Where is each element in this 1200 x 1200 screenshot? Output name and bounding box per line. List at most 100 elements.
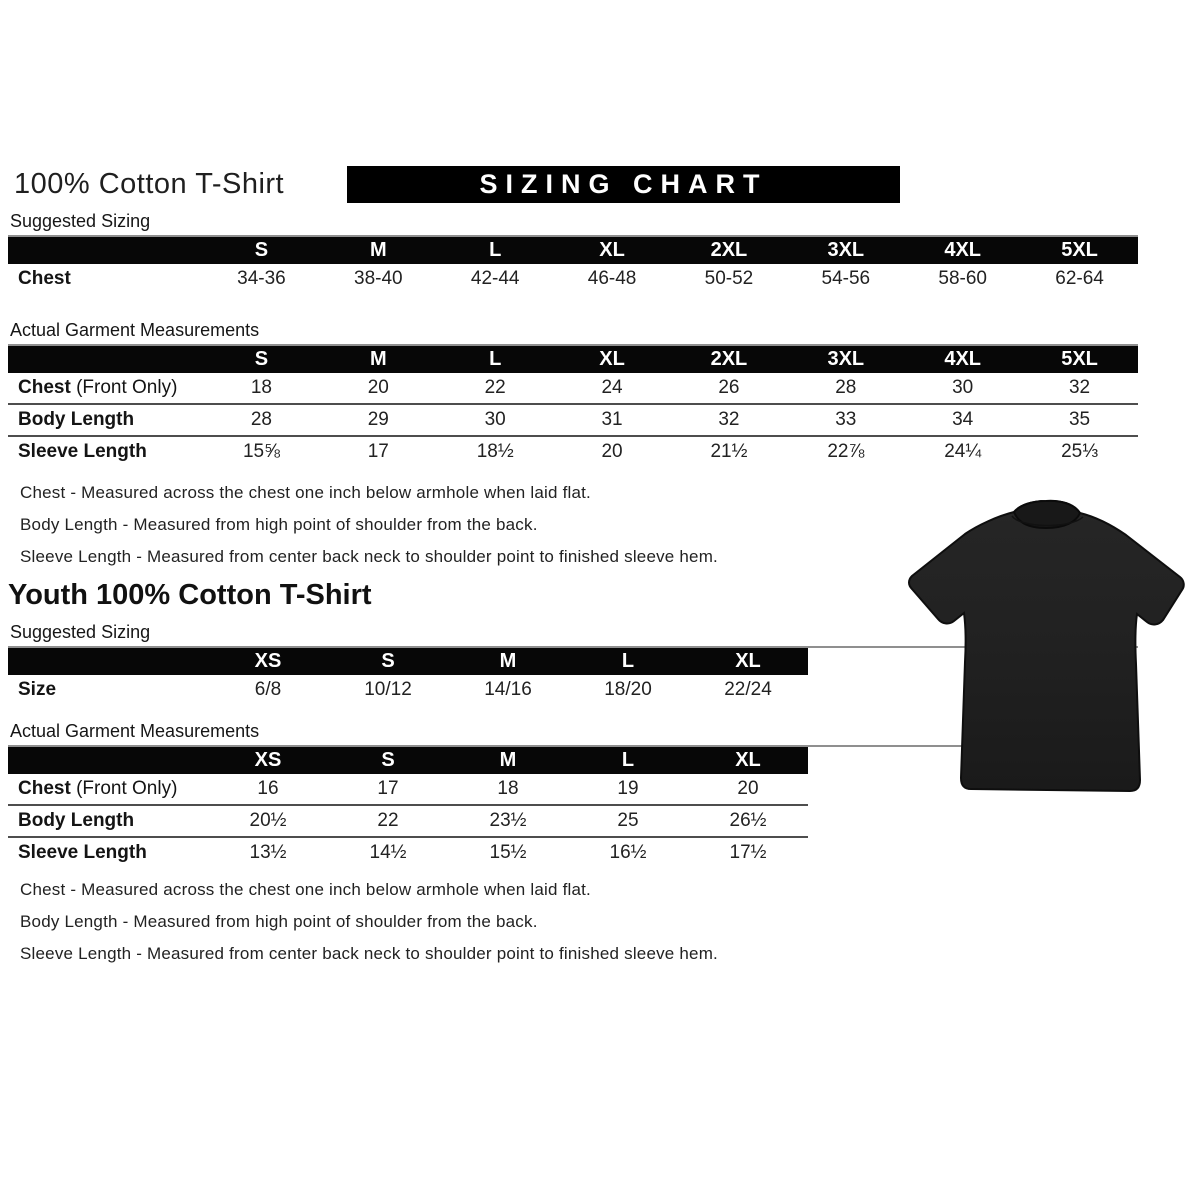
corner-cell — [8, 648, 208, 675]
cell: 25 — [568, 804, 688, 837]
cell: 26 — [718, 377, 740, 398]
youth-suggested-sizing-label: Suggested Sizing — [10, 622, 151, 642]
tshirt-collar-seam — [1011, 515, 1084, 527]
youth-actual-table-wrap: XS S M L XL Chest (Front Only) 16 17 18 … — [8, 745, 1138, 868]
cell: 46-48 — [587, 268, 637, 289]
size-header: L — [436, 237, 554, 264]
cell: 29 — [319, 403, 437, 436]
black-tshirt-image — [908, 499, 1185, 793]
size-header: XL — [553, 346, 671, 373]
cell: 20 — [553, 435, 671, 467]
size-header: S — [328, 747, 448, 774]
tshirt-collar — [1012, 499, 1082, 530]
table-row-sleeve-length: Sleeve Length 15⅝ 17 18½ 20 21½ 22⅞ 24¼ … — [8, 435, 1138, 467]
adult-measurement-notes: Chest - Measured across the chest one in… — [8, 483, 1138, 567]
cell: 16 — [257, 778, 279, 799]
cell: 15⅝ — [203, 435, 320, 467]
adult-suggested-sizing-table: S M L XL 2XL 3XL 4XL 5XL Chest 34-36 38- — [8, 237, 1138, 294]
note-body-length: Body Length - Measured from high point o… — [20, 912, 538, 931]
row-label-chest: Chest — [18, 268, 71, 289]
row-label-suffix: (Front Only) — [70, 377, 178, 398]
youth-actual-header-row: XS S M L XL — [8, 747, 808, 774]
size-header: M — [319, 346, 437, 373]
adult-actual-measurements-table: S M L XL 2XL 3XL 4XL 5XL Chest (Front On… — [8, 346, 1138, 467]
corner-cell — [8, 346, 203, 373]
cell: 62-64 — [1055, 268, 1104, 289]
table-row-body-length: Body Length 28 29 30 31 32 33 34 35 — [8, 403, 1138, 436]
note-chest: Chest - Measured across the chest one in… — [20, 880, 591, 899]
cell: 24¼ — [904, 435, 1022, 467]
cell: 32 — [1068, 377, 1091, 398]
cell: 19 — [617, 778, 639, 799]
cell: 32 — [670, 403, 788, 436]
cell: 30 — [952, 377, 974, 398]
row-label-chest-front-only: Chest (Front Only) — [8, 373, 203, 404]
row-label-main: Chest — [18, 377, 71, 398]
row-label-sleeve-length: Sleeve Length — [8, 836, 208, 868]
size-header: 4XL — [904, 237, 1022, 264]
cell: 10/12 — [364, 679, 412, 700]
cell: 20 — [367, 377, 389, 398]
adult-actual-table-wrap: S M L XL 2XL 3XL 4XL 5XL Chest (Front On… — [8, 344, 1138, 467]
size-header: XL — [688, 648, 808, 675]
cell: 28 — [203, 403, 320, 436]
cell: 33 — [787, 403, 905, 436]
youth-suggested-table-wrap: XS S M L XL Size 6/8 10/12 14/16 18/20 2 — [8, 646, 1138, 705]
size-header: M — [448, 648, 568, 675]
cell: 16½ — [568, 836, 688, 868]
size-header: XS — [208, 747, 328, 774]
table-row-chest: Chest (Front Only) 18 20 22 24 26 28 30 … — [8, 373, 1138, 404]
size-header: 2XL — [670, 346, 788, 373]
cell: 6/8 — [254, 679, 282, 700]
size-header: XL — [553, 237, 671, 264]
youth-actual-measurements-table: XS S M L XL Chest (Front Only) 16 17 18 … — [8, 747, 808, 868]
cell: 42-44 — [470, 268, 520, 289]
cell: 17½ — [688, 836, 808, 868]
youth-section-title: Youth 100% Cotton T-Shirt — [8, 579, 372, 611]
youth-suggested-sizing-table: XS S M L XL Size 6/8 10/12 14/16 18/20 2 — [8, 648, 808, 705]
header-row: 100% Cotton T-Shirt SIZING CHART — [8, 166, 1138, 203]
cell: 14/16 — [484, 679, 532, 700]
table-row: Chest 34-36 38-40 42-44 46-48 50-52 54-5… — [8, 264, 1138, 294]
content-area: 100% Cotton T-Shirt SIZING CHART Suggest… — [8, 166, 1138, 976]
cell: 38-40 — [354, 268, 403, 289]
cell: 58-60 — [938, 268, 987, 289]
size-header: S — [203, 346, 320, 373]
size-header: M — [448, 747, 568, 774]
size-header: 3XL — [787, 346, 905, 373]
size-header: S — [328, 648, 448, 675]
adult-section-title: 100% Cotton T-Shirt — [14, 168, 285, 200]
cell: 26½ — [688, 804, 808, 837]
cell: 35 — [1021, 403, 1138, 436]
adult-suggested-header-row: S M L XL 2XL 3XL 4XL 5XL — [8, 237, 1138, 264]
size-header: L — [568, 747, 688, 774]
cell: 22 — [328, 804, 448, 837]
cell: 21½ — [670, 435, 788, 467]
size-header: 2XL — [670, 237, 788, 264]
table-row-body-length: Body Length 20½ 22 23½ 25 26½ — [8, 804, 808, 837]
cell: 13½ — [208, 836, 328, 868]
cell: 50-52 — [704, 268, 754, 289]
cell: 23½ — [448, 804, 568, 837]
cell: 15½ — [448, 836, 568, 868]
size-header: 3XL — [787, 237, 905, 264]
youth-actual-measurements-label: Actual Garment Measurements — [10, 721, 260, 741]
corner-cell — [8, 237, 203, 264]
row-label-body-length: Body Length — [8, 403, 203, 436]
row-label-chest-front-only: Chest (Front Only) — [8, 774, 208, 805]
cell: 25⅓ — [1021, 435, 1138, 467]
size-header: 5XL — [1021, 237, 1138, 264]
note-body-length: Body Length - Measured from high point o… — [20, 515, 538, 534]
size-header: 5XL — [1021, 346, 1138, 373]
cell: 30 — [436, 403, 554, 436]
size-header: L — [568, 648, 688, 675]
row-label-sleeve-length: Sleeve Length — [8, 435, 203, 467]
note-chest: Chest - Measured across the chest one in… — [20, 483, 591, 502]
cell: 17 — [377, 778, 399, 799]
adult-suggested-sizing-label: Suggested Sizing — [10, 211, 151, 231]
corner-cell — [8, 747, 208, 774]
tshirt-body — [908, 499, 1185, 793]
cell: 22⅞ — [787, 435, 905, 467]
size-header: XL — [688, 747, 808, 774]
